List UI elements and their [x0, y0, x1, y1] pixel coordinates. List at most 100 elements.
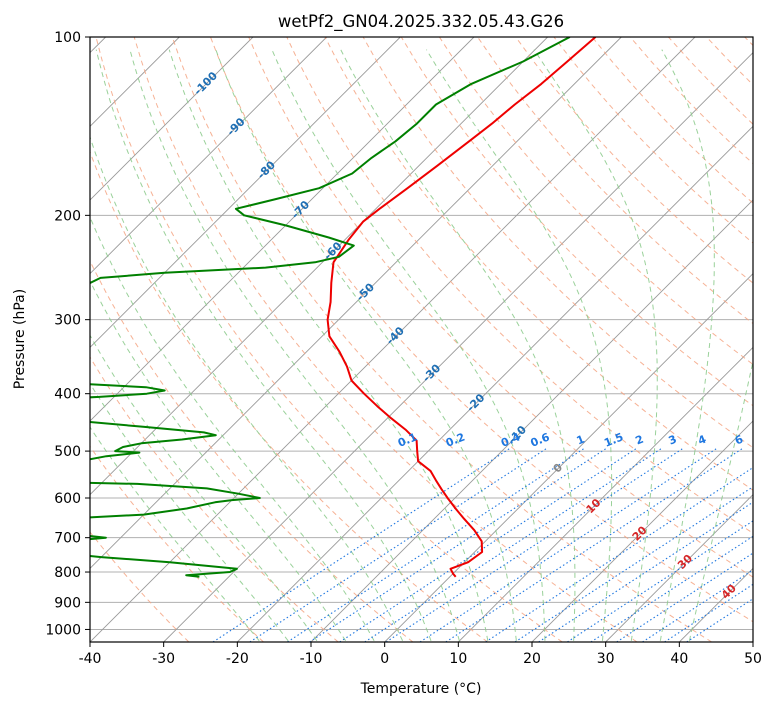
sounding-profiles	[90, 37, 597, 578]
mixing-ratio-label: 2	[634, 433, 646, 448]
isotherm-label: -80	[255, 158, 278, 181]
x-axis-label: Temperature (°C)	[360, 681, 482, 697]
plot-frame	[89, 36, 754, 643]
y-tick-label: 100	[54, 30, 81, 46]
moist-adiabat--20	[90, 426, 260, 642]
isotherm-0	[384, 273, 753, 642]
dry-adiabat-140	[553, 37, 753, 244]
y-tick-label: 1000	[45, 622, 81, 638]
mixing-ratio-line-8	[445, 448, 743, 642]
moist-adiabat--12	[90, 334, 318, 642]
dry-adiabat-40	[171, 37, 712, 642]
x-tick-label: -10	[300, 651, 323, 667]
moist-adiabat-24	[340, 49, 576, 641]
y-tick-label: 300	[54, 313, 81, 329]
isotherm-lines	[90, 37, 753, 642]
mixing-ratio-label: 1	[575, 433, 587, 448]
dewpoint-line	[90, 37, 571, 578]
isotherm--90	[90, 37, 327, 275]
moist-adiabat-28	[425, 49, 613, 641]
mixing-ratio-line-11	[538, 501, 753, 642]
y-axis-ticks: 100 200 300 400 500 600 700 800 900 1000	[45, 30, 90, 638]
y-tick-label: 700	[54, 531, 81, 547]
x-tick-label: 50	[744, 651, 762, 667]
dry-adiabat-70	[286, 37, 753, 534]
isotherm--40	[90, 37, 696, 642]
moist-adiabat-40	[688, 358, 753, 641]
isotherm-20	[531, 420, 753, 642]
mixing-ratio-line-5	[364, 448, 662, 642]
y-tick-label: 600	[54, 491, 81, 507]
dry-adiabat-60	[248, 37, 753, 578]
isotherm-label: 10	[584, 496, 604, 516]
dry-adiabat--20	[90, 445, 264, 642]
dry-adiabat--30	[90, 531, 190, 642]
y-tick-label: 400	[54, 387, 81, 403]
pressure-gridlines	[90, 37, 753, 630]
isotherm--10	[310, 199, 753, 642]
moist-adiabat-16	[215, 49, 517, 641]
dry-adiabat-lines	[90, 37, 753, 642]
mixing-ratio-line-12	[567, 520, 753, 642]
isotherm-label: 0	[551, 461, 566, 476]
y-tick-label: 500	[54, 444, 81, 460]
mixing-ratio-lines	[212, 448, 753, 642]
mixing-ratio-label: 3	[667, 433, 679, 448]
isotherm-10	[458, 346, 753, 642]
moist-adiabat--4	[90, 215, 375, 642]
moist-adiabat--16	[90, 382, 289, 642]
isotherm--50	[90, 37, 622, 569]
mixing-ratio-line-0	[212, 448, 510, 642]
moist-adiabat-36	[659, 49, 715, 641]
temperature-line	[326, 37, 597, 578]
mixing-ratio-label: 0.2	[444, 430, 467, 449]
isotherm--70	[90, 37, 475, 422]
isotherm-label: -70	[289, 198, 312, 221]
x-tick-label: 20	[523, 651, 541, 667]
isotherm--80	[90, 37, 401, 348]
isotherm-label: 40	[719, 582, 739, 602]
isotherm-50	[752, 641, 753, 642]
x-tick-label: -40	[79, 651, 102, 667]
isotherm-label: 20	[630, 523, 650, 543]
mixing-ratio-label: 6	[733, 433, 745, 448]
mixing-ratio-line-2	[287, 448, 585, 642]
dry-adiabat-170	[668, 37, 753, 125]
isotherm--60	[90, 37, 548, 496]
plot-area: -100-90-80-70-60-50-40-30-20-10010203040…	[90, 37, 774, 642]
x-axis-ticks: -40 -30 -20 -10 0 10 20 30 40 50	[79, 642, 762, 667]
dry-adiabat-10	[90, 150, 488, 642]
isotherm-label: -100	[191, 69, 220, 98]
isotherm--20	[237, 125, 753, 642]
isotherm-label: -20	[464, 391, 487, 414]
mixing-ratio-label: 8	[762, 433, 774, 448]
x-tick-label: -30	[152, 651, 175, 667]
dry-adiabat-20	[95, 37, 563, 642]
y-tick-label: 800	[54, 565, 81, 581]
mixing-ratio-line-17	[686, 598, 753, 642]
mixing-ratio-line-13	[590, 535, 753, 642]
mixing-ratio-label: 4	[696, 432, 708, 447]
dry-adiabat-0	[90, 259, 414, 642]
dry-adiabat-130	[515, 37, 753, 284]
moist-adiabat-4	[95, 49, 432, 641]
mixing-ratio-label: 1.5	[602, 430, 625, 449]
moist-adiabat-0	[90, 135, 403, 641]
y-axis-label: Pressure (hPa)	[12, 289, 28, 389]
y-tick-label: 900	[54, 595, 81, 611]
y-tick-label: 200	[54, 208, 81, 224]
isotherm-40	[679, 567, 753, 642]
dry-adiabat-50	[210, 37, 753, 623]
dry-adiabat-190	[744, 37, 753, 47]
mixing-ratio-line-1	[249, 448, 547, 642]
mixing-ratio-label: 0.6	[529, 430, 552, 449]
x-tick-label: 30	[597, 651, 615, 667]
mixing-ratio-line-16	[664, 583, 753, 642]
isotherm--100	[90, 37, 254, 201]
mixing-ratio-line-6	[385, 448, 684, 642]
moist-adiabat-8	[129, 49, 460, 641]
x-tick-label: -20	[226, 651, 249, 667]
dry-adiabat-110	[438, 37, 753, 366]
moist-adiabat-12	[168, 49, 489, 641]
x-tick-label: 0	[380, 651, 389, 667]
